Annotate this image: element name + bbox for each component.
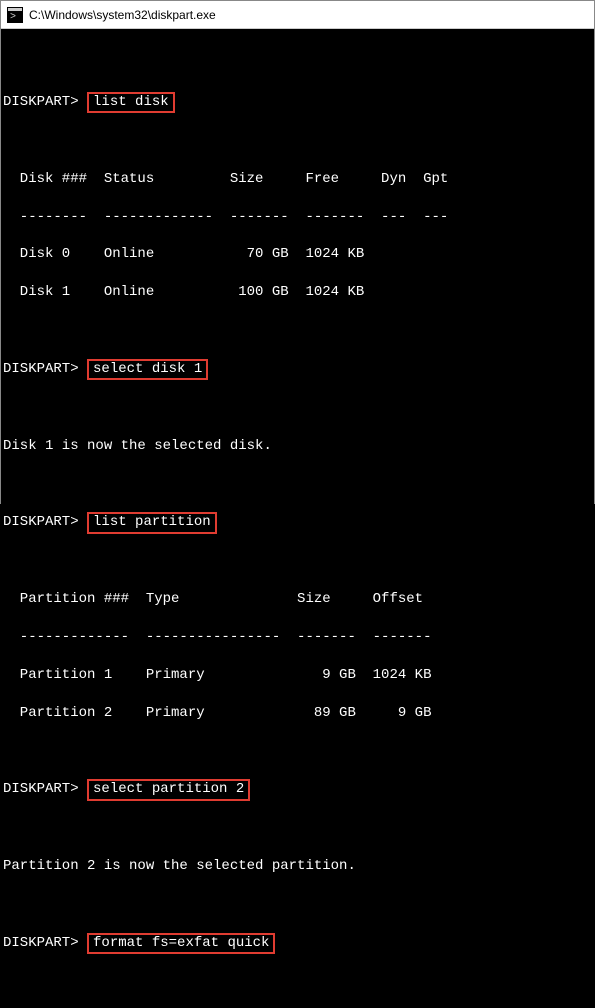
terminal-output: DISKPART> list disk Disk ### Status Size… (1, 29, 594, 1008)
command-select-disk: select disk 1 (87, 359, 208, 380)
partition-table-row: Partition 2 Primary 89 GB 9 GB (3, 704, 592, 723)
window-title: C:\Windows\system32\diskpart.exe (29, 8, 216, 22)
command-format: format fs=exfat quick (87, 933, 275, 954)
app-icon: > (7, 7, 23, 23)
disk-table-row: Disk 1 Online 100 GB 1024 KB (3, 283, 592, 302)
message-disk-selected: Disk 1 is now the selected disk. (3, 437, 592, 456)
prompt: DISKPART> (3, 361, 79, 377)
partition-table-header: Partition ### Type Size Offset (3, 590, 592, 609)
svg-text:>: > (10, 12, 16, 23)
disk-table-header: Disk ### Status Size Free Dyn Gpt (3, 170, 592, 189)
partition-table-row: Partition 1 Primary 9 GB 1024 KB (3, 666, 592, 685)
prompt: DISKPART> (3, 935, 79, 951)
disk-table-divider: -------- ------------- ------- ------- -… (3, 208, 592, 227)
prompt: DISKPART> (3, 94, 79, 110)
prompt: DISKPART> (3, 781, 79, 797)
prompt: DISKPART> (3, 514, 79, 530)
command-select-partition: select partition 2 (87, 779, 250, 800)
window-titlebar: > C:\Windows\system32\diskpart.exe (1, 1, 594, 29)
disk-table-row: Disk 0 Online 70 GB 1024 KB (3, 245, 592, 264)
command-list-disk: list disk (87, 92, 175, 113)
message-partition-selected: Partition 2 is now the selected partitio… (3, 857, 592, 876)
partition-table-divider: ------------- ---------------- ------- -… (3, 628, 592, 647)
command-list-partition: list partition (87, 512, 217, 533)
